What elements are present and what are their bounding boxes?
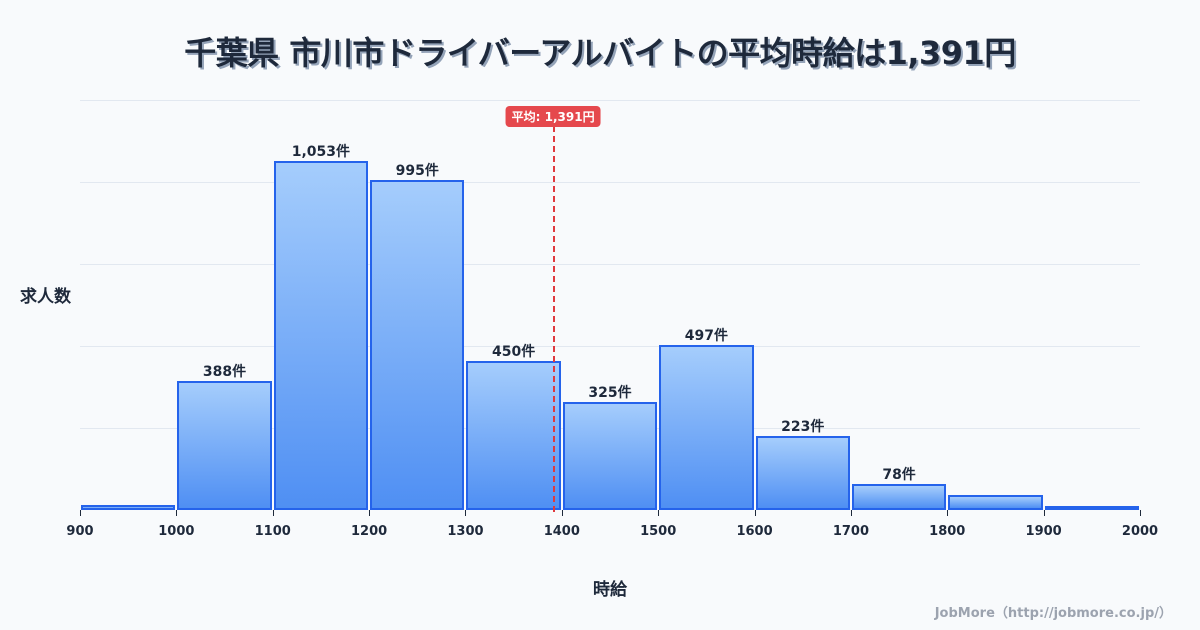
bar-value-label: 450件 xyxy=(492,343,536,360)
x-tick xyxy=(658,510,660,516)
histogram-bar xyxy=(466,360,561,510)
histogram-bar xyxy=(370,180,465,510)
histogram-bar xyxy=(562,402,658,510)
x-tick-label: 2000 xyxy=(1121,524,1159,539)
x-tick xyxy=(947,510,949,516)
histogram-bar xyxy=(1044,506,1139,510)
x-tick-label: 1300 xyxy=(447,524,484,539)
histogram-bar xyxy=(755,436,850,510)
x-tick xyxy=(561,510,563,516)
x-tick-label: 1500 xyxy=(640,524,677,539)
bar-value-label: 388件 xyxy=(202,364,247,381)
histogram-bar xyxy=(948,495,1043,510)
histogram-bar xyxy=(273,161,369,510)
gridline xyxy=(80,100,1140,101)
x-tick-label: 1900 xyxy=(1025,524,1062,539)
x-tick-label: 1100 xyxy=(254,524,291,539)
x-tick xyxy=(465,510,467,516)
histogram-bar xyxy=(851,484,947,510)
x-tick xyxy=(80,510,81,516)
credit-text: JobMore（http://jobmore.co.jp/） xyxy=(934,606,1172,621)
gridline xyxy=(80,346,1140,347)
histogram-bar xyxy=(81,505,176,510)
histogram-bar xyxy=(177,381,272,510)
x-tick-label: 1700 xyxy=(832,524,869,539)
x-tick-label: 1000 xyxy=(158,524,195,539)
x-tick xyxy=(272,510,274,516)
x-tick xyxy=(1043,510,1045,516)
x-tick-label: 1800 xyxy=(929,524,966,539)
x-tick xyxy=(369,510,371,516)
x-tick xyxy=(850,510,852,516)
chart-title: 千葉県 市川市ドライバーアルバイトの平均時給は1,391円 xyxy=(184,34,1016,72)
bar-value-label: 995件 xyxy=(395,163,439,180)
x-axis-label: 時給 xyxy=(593,580,627,600)
average-badge: 平均: 1,391円 xyxy=(505,106,601,127)
bar-value-label: 223件 xyxy=(781,419,825,436)
x-tick-label: 1200 xyxy=(350,524,388,539)
x-tick xyxy=(1140,510,1141,516)
x-tick-label: 900 xyxy=(66,524,94,539)
bar-value-label: 1,053件 xyxy=(291,144,351,160)
x-tick-label: 1600 xyxy=(736,524,773,539)
average-line xyxy=(553,126,556,512)
x-tick xyxy=(176,510,178,516)
x-tick xyxy=(754,510,756,516)
y-axis-label: 求人数 xyxy=(20,287,71,307)
bar-value-label: 325件 xyxy=(588,385,632,402)
gridline xyxy=(80,264,1140,265)
histogram-bar xyxy=(659,345,754,510)
bar-value-label: 78件 xyxy=(882,467,916,484)
bar-value-label: 497件 xyxy=(684,328,728,345)
gridline xyxy=(80,182,1140,183)
x-tick-label: 1400 xyxy=(543,524,580,539)
